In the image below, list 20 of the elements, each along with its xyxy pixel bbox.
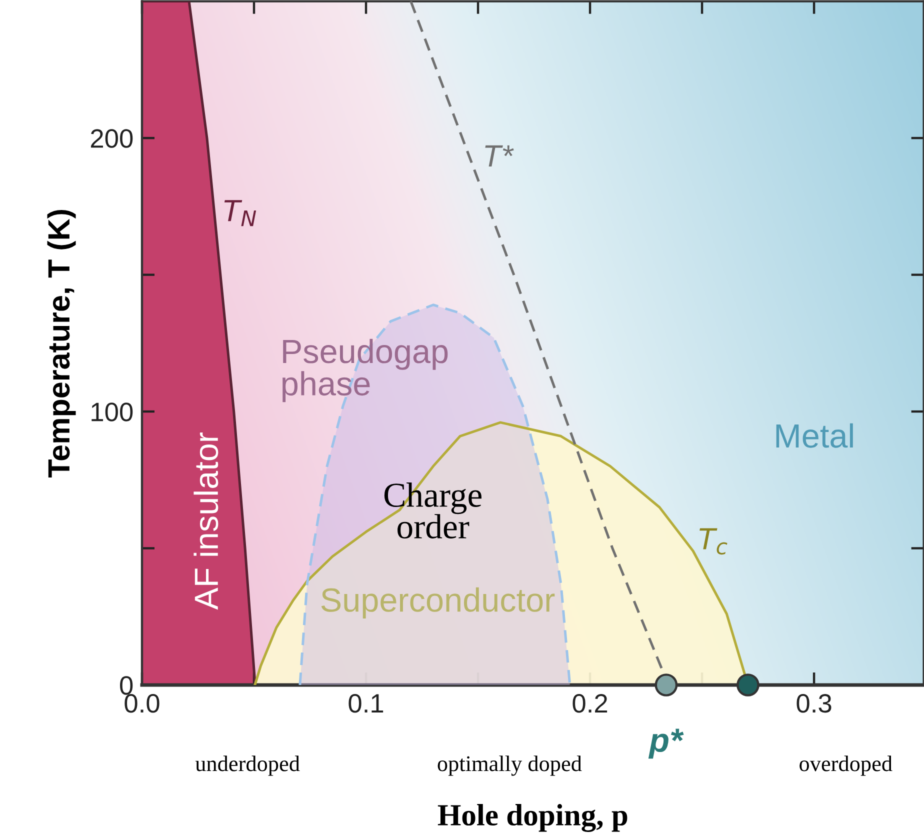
x-tick-label: 0.2 xyxy=(572,694,608,713)
annotation: T* xyxy=(485,145,514,166)
annotation: Superconductor xyxy=(321,587,555,618)
y-axis-title: Temperature, T (K) xyxy=(47,210,76,478)
text: p* xyxy=(648,728,684,759)
y-tick-label: 0 xyxy=(120,676,133,695)
text: underdoped xyxy=(195,756,300,776)
x-tick-label: 0.0 xyxy=(124,694,160,713)
y-tick-label: 100 xyxy=(92,402,133,422)
annotation: Metal xyxy=(776,423,853,448)
x-tick-label: 0.1 xyxy=(348,694,384,713)
text: optimally doped xyxy=(438,756,582,776)
annotation: T$_{c}$ xyxy=(700,528,728,555)
x-tick-label: 0.3 xyxy=(796,694,832,713)
annotation: Pseudogap phase xyxy=(282,338,448,402)
x-axis-title: Hole doping, p xyxy=(438,804,628,832)
text: overdoped xyxy=(800,756,892,776)
annotation: AF insulator xyxy=(194,432,218,610)
annotation: T$_{N}$ xyxy=(224,200,256,226)
y-tick-label: 200 xyxy=(90,129,133,148)
